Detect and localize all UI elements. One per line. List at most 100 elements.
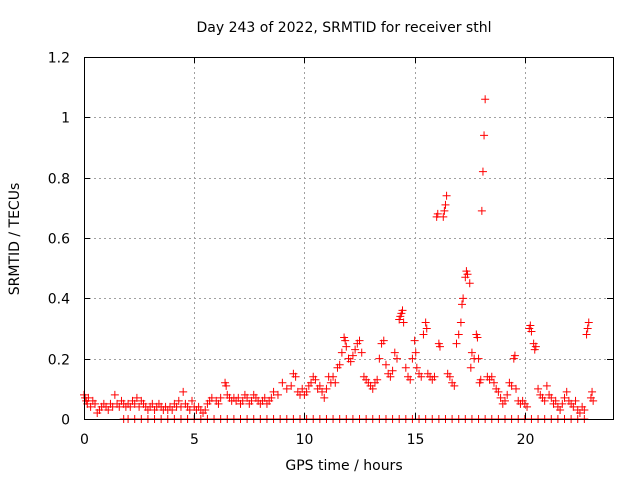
data-point [329,372,338,381]
data-point [480,131,489,140]
data-point [302,387,311,396]
chart-title: Day 243 of 2022, SRMTID for receiver sth… [197,20,492,36]
data-point [318,387,327,396]
data-point [547,393,556,402]
data-point [126,402,135,411]
data-point [465,279,474,288]
data-points [80,95,598,423]
data-point [571,396,580,405]
data-point [507,381,516,390]
data-point [337,348,346,357]
data-point [307,378,316,387]
data-point [512,384,521,393]
data-point [341,336,350,345]
data-point [269,387,278,396]
data-point [540,396,549,405]
data-point [496,393,505,402]
data-point [556,405,565,414]
data-point [569,402,578,411]
data-point [523,402,532,411]
data-point [450,381,459,390]
data-point [551,396,560,405]
y-axis-label: SRMTID / TECUs [7,183,23,296]
data-point [441,200,450,209]
data-point [476,375,485,384]
data-point [222,381,231,390]
data-point [315,381,324,390]
data-point [346,357,355,366]
y-tick-label: 0.2 [48,353,70,369]
y-tick-label: 0 [61,413,70,429]
data-point [104,405,113,414]
tick-marks [84,57,613,420]
data-point [234,393,243,402]
x-tick-label: 15 [407,432,425,448]
data-point [278,378,287,387]
data-point [467,348,476,357]
data-point [322,384,331,393]
data-point [588,387,597,396]
data-point [458,300,467,309]
data-point [558,399,567,408]
data-point [503,390,512,399]
data-point [267,393,276,402]
data-point [422,324,431,333]
data-point [91,399,100,408]
data-point [440,206,449,215]
data-point [168,405,177,414]
data-point [379,336,388,345]
data-point [373,375,382,384]
data-point [531,342,540,351]
data-point [298,384,307,393]
data-point [207,393,216,402]
data-point [351,345,360,354]
data-point [445,372,454,381]
data-point [417,372,426,381]
data-point [439,212,448,221]
data-point [412,363,421,372]
data-point [494,387,503,396]
data-point [342,342,351,351]
data-point [463,270,472,279]
data-point [282,384,291,393]
data-point [582,330,591,339]
data-point [84,393,93,402]
y-tick-label: 0.4 [48,292,70,308]
data-point [584,318,593,327]
data-point [174,396,183,405]
data-point [320,393,329,402]
data-point [487,372,496,381]
data-point [401,363,410,372]
data-point [473,333,482,342]
data-point [357,348,366,357]
data-point [489,378,498,387]
x-tick-label: 10 [296,432,314,448]
data-point [481,95,490,104]
data-point [398,306,407,315]
y-tick-label: 0.6 [48,232,70,248]
data-point [527,327,536,336]
data-point [452,339,461,348]
data-point [390,348,399,357]
data-point [214,399,223,408]
data-point [130,399,139,408]
x-tick-label: 20 [517,432,535,448]
data-point [291,372,300,381]
data-point [474,354,483,363]
data-point [510,351,519,360]
data-point [388,366,397,375]
data-point [580,405,589,414]
data-point [348,351,357,360]
grid-layer [84,57,613,419]
data-point [430,372,439,381]
data-point [459,294,468,303]
data-point [433,209,442,218]
data-point [188,396,197,405]
data-point [238,396,247,405]
data-point [477,206,486,215]
data-point [442,191,451,200]
data-point [500,396,509,405]
data-point [287,381,296,390]
data-point [542,381,551,390]
